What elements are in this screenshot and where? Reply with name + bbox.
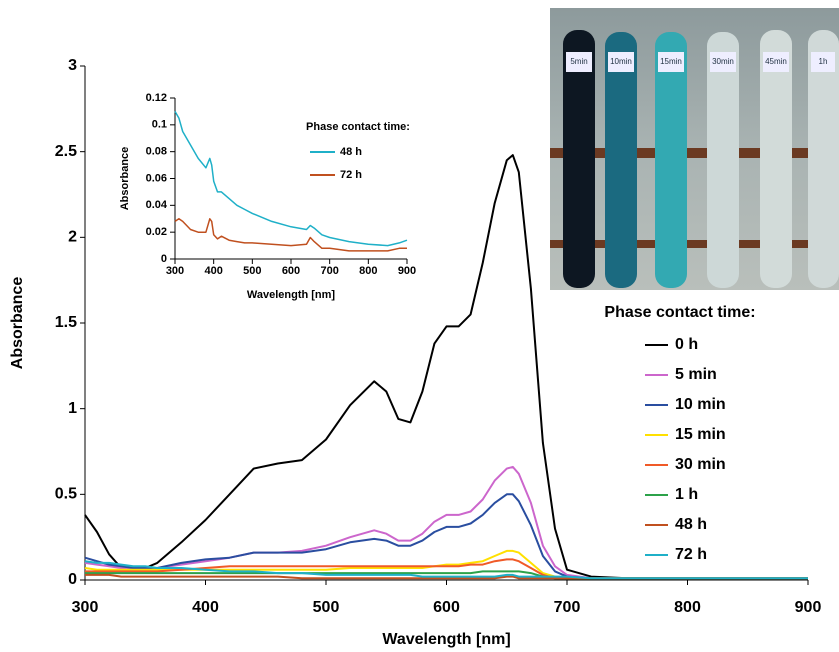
tube (655, 32, 687, 288)
tube-label: 15min (660, 57, 682, 66)
chart: 0 0.02 0.04 0.06 0.08 0.1 0.12 300 400 500 600 700 8… (119, 92, 416, 301)
y-axis-title: Absorbance (119, 147, 131, 211)
y-tick-label: 0.04 (146, 199, 168, 211)
rack-rod (550, 148, 839, 158)
tube-label: 45min (765, 57, 787, 66)
legend-label: 72 h (340, 169, 362, 181)
legend-label: 10 min (675, 396, 726, 413)
y-tick-label: 0.06 (146, 172, 167, 184)
tube-label-tag (710, 52, 736, 72)
y-tick-label: 2 (68, 229, 77, 246)
legend-title: Phase contact time: (306, 121, 410, 133)
y-tick-label: 0 (68, 571, 77, 588)
tube-label: 10min (610, 57, 632, 66)
y-tick-label: 0.1 (152, 119, 167, 131)
x-tick-label: 900 (398, 265, 416, 277)
tube-label-tag (763, 52, 789, 72)
tube-label-tag (608, 52, 634, 72)
x-axis-title: Wavelength [nm] (382, 631, 510, 648)
rack-rod (550, 240, 839, 248)
legend-label: 5 min (675, 366, 717, 383)
tube-label-tag (658, 52, 684, 72)
y-tick-label: 3 (68, 57, 77, 74)
photo: 5min 10min 15min 30min 45min 1h (550, 8, 839, 290)
y-tick-label: 0 (161, 253, 167, 265)
tube-label-tag (811, 52, 835, 72)
x-tick-label: 800 (674, 599, 701, 616)
x-tick-label: 600 (433, 599, 460, 616)
y-tick-label: 0.12 (146, 92, 167, 104)
legend-label: 72 h (675, 546, 707, 563)
x-axis-title: Wavelength [nm] (247, 289, 336, 301)
x-tick-label: 700 (554, 599, 581, 616)
x-tick-label: 400 (204, 265, 222, 277)
tube-label: 30min (712, 57, 734, 66)
y-tick-label: 1.5 (55, 314, 77, 331)
tube-label: 1h (819, 57, 828, 66)
legend-title: Phase contact time: (604, 304, 755, 321)
legend-label: 30 min (675, 456, 726, 473)
series-line (84, 560, 808, 580)
legend-label: 48 h (340, 146, 362, 158)
y-tick-label: 1 (68, 400, 77, 417)
x-tick-label: 800 (359, 265, 377, 277)
x-tick-label: 300 (166, 265, 184, 277)
x-tick-label: 500 (313, 599, 340, 616)
tube-label-tag (566, 52, 592, 72)
series-line (85, 573, 808, 580)
legend-label: 15 min (675, 426, 726, 443)
legend-label: 48 h (675, 516, 707, 533)
tube (605, 32, 637, 288)
y-tick-label: 0.08 (146, 146, 167, 158)
series-line (84, 154, 808, 580)
tube (563, 30, 595, 288)
y-tick-label: 0.02 (146, 226, 167, 238)
y-axis-title: Absorbance (9, 277, 26, 370)
x-tick-label: 300 (72, 599, 99, 616)
tube (707, 32, 739, 288)
tube (760, 30, 792, 288)
x-tick-label: 900 (795, 599, 822, 616)
x-tick-label: 400 (192, 599, 219, 616)
x-tick-label: 700 (320, 265, 338, 277)
x-tick-label: 500 (243, 265, 261, 277)
legend-label: 0 h (675, 336, 698, 353)
legend-label: 1 h (675, 486, 698, 503)
series-line (174, 111, 408, 247)
chart: 0 0.5 1 1.5 2 2.5 3 300 400 500 600 700 800 900 Wavele… (9, 57, 821, 648)
x-tick-label: 600 (282, 265, 300, 277)
tube (808, 30, 839, 288)
y-tick-label: 0.5 (55, 486, 77, 503)
tube-label: 5min (570, 57, 587, 66)
y-tick-label: 2.5 (55, 143, 77, 160)
series-line (174, 218, 407, 252)
